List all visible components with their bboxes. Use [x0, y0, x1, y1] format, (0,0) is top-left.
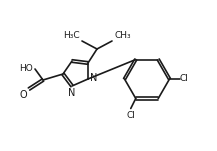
Text: Cl: Cl: [180, 74, 189, 84]
Text: CH₃: CH₃: [114, 31, 131, 40]
Text: O: O: [20, 90, 28, 100]
Text: HO: HO: [19, 64, 33, 73]
Text: N: N: [90, 73, 98, 83]
Text: Cl: Cl: [126, 111, 135, 120]
Text: H₃C: H₃C: [63, 31, 80, 40]
Text: N: N: [68, 88, 75, 98]
